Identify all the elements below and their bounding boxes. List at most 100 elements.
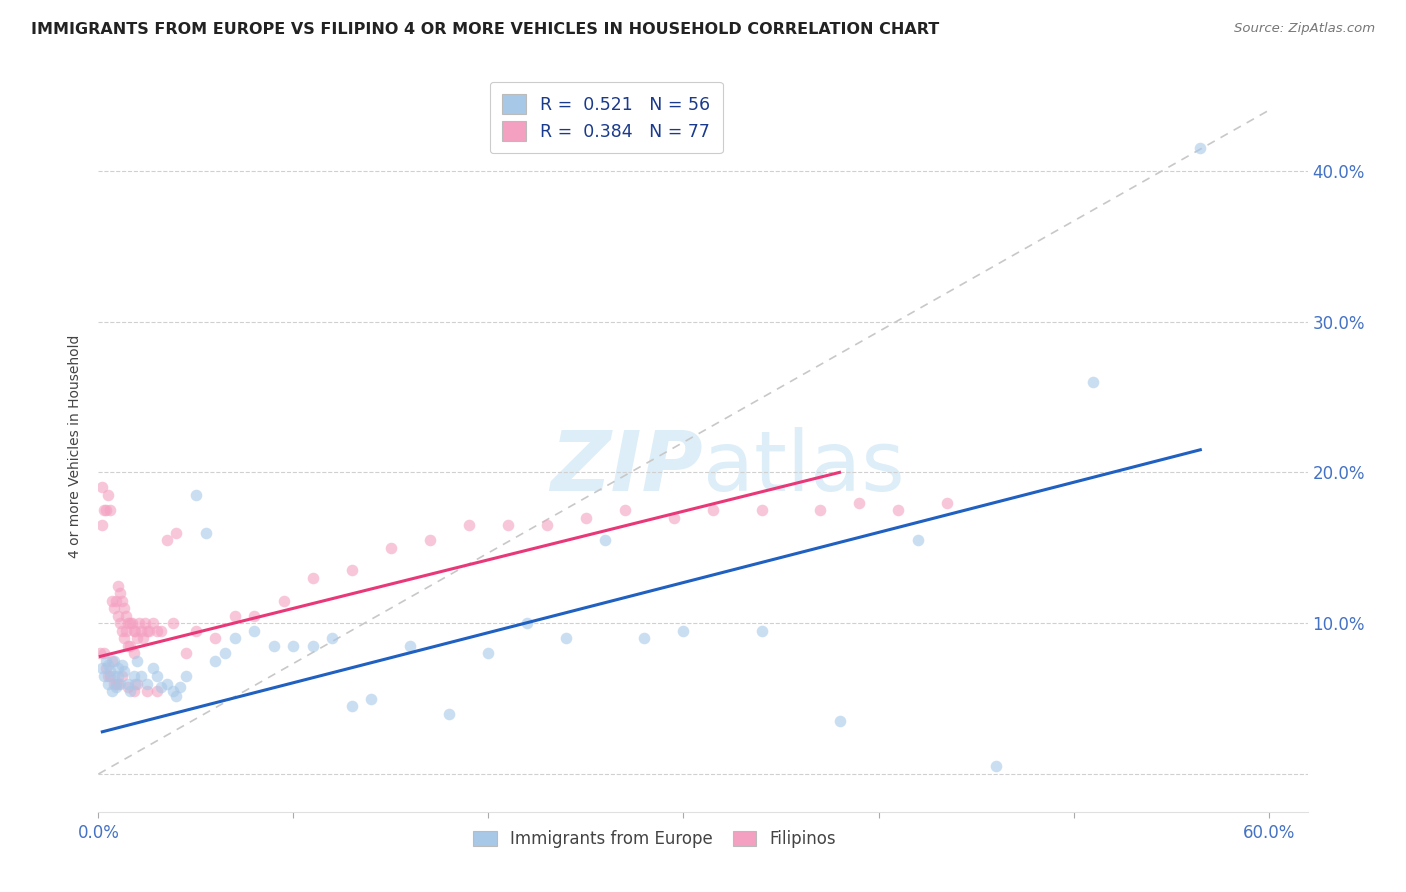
Point	[935, 495, 957, 509]
Point	[162, 684, 184, 698]
Point	[340, 563, 363, 577]
Point	[117, 639, 139, 653]
Point	[194, 525, 217, 540]
Point	[112, 665, 135, 679]
Point	[142, 661, 165, 675]
Point	[204, 654, 226, 668]
Point	[124, 676, 146, 690]
Point	[122, 624, 145, 638]
Point	[107, 676, 129, 690]
Point	[439, 706, 461, 721]
Point	[751, 503, 773, 517]
Point	[283, 639, 305, 653]
Legend: Immigrants from Europe, Filipinos: Immigrants from Europe, Filipinos	[467, 823, 842, 855]
Point	[146, 669, 169, 683]
Point	[118, 684, 141, 698]
Point	[117, 616, 139, 631]
Point	[127, 654, 149, 668]
Point	[633, 632, 655, 646]
Y-axis label: 4 or more Vehicles in Household: 4 or more Vehicles in Household	[69, 334, 83, 558]
Point	[149, 624, 172, 638]
Point	[614, 503, 637, 517]
Point	[111, 669, 134, 683]
Point	[302, 639, 325, 653]
Point	[162, 616, 184, 631]
Point	[98, 665, 121, 679]
Point	[111, 658, 134, 673]
Point	[174, 646, 197, 660]
Point	[302, 571, 325, 585]
Point	[93, 646, 115, 660]
Point	[97, 658, 120, 673]
Point	[536, 518, 558, 533]
Point	[136, 624, 159, 638]
Point	[243, 608, 266, 623]
Point	[399, 639, 422, 653]
Point	[93, 503, 115, 517]
Point	[224, 608, 246, 623]
Point	[907, 533, 929, 548]
Point	[751, 624, 773, 638]
Point	[117, 676, 139, 690]
Point	[662, 510, 685, 524]
Point	[108, 676, 131, 690]
Point	[107, 578, 129, 592]
Point	[107, 661, 129, 675]
Point	[104, 593, 127, 607]
Point	[380, 541, 402, 555]
Point	[103, 654, 125, 668]
Point	[101, 684, 124, 698]
Point	[127, 632, 149, 646]
Point	[1081, 375, 1104, 389]
Point	[96, 654, 118, 668]
Point	[131, 624, 153, 638]
Point	[121, 616, 143, 631]
Point	[97, 676, 120, 690]
Point	[1189, 141, 1212, 155]
Point	[136, 684, 159, 698]
Point	[118, 639, 141, 653]
Point	[132, 632, 155, 646]
Point	[104, 680, 127, 694]
Point	[165, 689, 187, 703]
Point	[702, 503, 724, 517]
Point	[97, 669, 120, 683]
Point	[136, 676, 159, 690]
Text: atlas: atlas	[703, 427, 904, 508]
Point	[131, 669, 153, 683]
Point	[112, 601, 135, 615]
Point	[91, 480, 114, 494]
Point	[146, 684, 169, 698]
Point	[124, 624, 146, 638]
Point	[516, 616, 538, 631]
Point	[224, 632, 246, 646]
Point	[477, 646, 499, 660]
Point	[138, 624, 160, 638]
Point	[103, 601, 125, 615]
Point	[107, 669, 129, 683]
Point	[165, 525, 187, 540]
Point	[672, 624, 695, 638]
Point	[111, 593, 134, 607]
Point	[93, 669, 115, 683]
Point	[112, 632, 135, 646]
Point	[108, 616, 131, 631]
Point	[184, 624, 207, 638]
Point	[149, 680, 172, 694]
Point	[117, 680, 139, 694]
Point	[96, 661, 118, 675]
Point	[321, 632, 343, 646]
Point	[128, 616, 150, 631]
Point	[156, 676, 179, 690]
Point	[103, 676, 125, 690]
Point	[555, 632, 578, 646]
Point	[101, 654, 124, 668]
Point	[419, 533, 441, 548]
Point	[595, 533, 617, 548]
Point	[89, 646, 111, 660]
Point	[984, 759, 1007, 773]
Point	[458, 518, 481, 533]
Point	[848, 495, 870, 509]
Point	[122, 684, 145, 698]
Point	[107, 608, 129, 623]
